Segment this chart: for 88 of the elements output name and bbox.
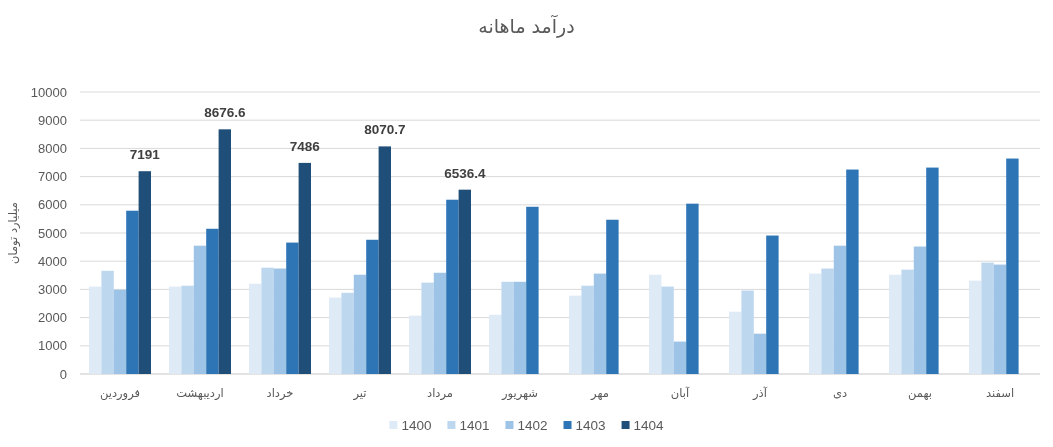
bar (513, 281, 527, 374)
y-tick-label: 0 (59, 366, 67, 382)
data-label: 6536.4 (444, 165, 486, 181)
bar (581, 285, 594, 374)
bar (169, 286, 182, 374)
bar (661, 286, 674, 374)
bar (261, 267, 274, 374)
bar (969, 280, 982, 374)
bar (329, 297, 342, 374)
x-tick-label: فروردین (99, 386, 141, 401)
bar (889, 274, 902, 374)
y-tick-label: 3000 (38, 281, 67, 297)
bar (569, 295, 582, 374)
bar (809, 273, 822, 374)
bar (298, 162, 311, 374)
bar (593, 273, 607, 374)
bar (249, 283, 262, 374)
bar (1006, 158, 1019, 374)
bar (981, 262, 994, 374)
y-tick-label: 6000 (38, 197, 67, 213)
bar (89, 286, 102, 374)
data-label: 8070.7 (364, 122, 406, 138)
bar (433, 272, 447, 374)
bar (673, 341, 687, 374)
bar (286, 242, 299, 374)
bar (138, 171, 151, 374)
y-tick-label: 5000 (38, 225, 67, 241)
data-label: 7191 (129, 147, 161, 163)
x-tick-label: آذر (752, 386, 768, 401)
x-tick-label: دی (832, 386, 848, 400)
bar (526, 206, 539, 374)
bar (606, 219, 619, 374)
y-tick-label: 9000 (38, 112, 67, 128)
bar (501, 281, 514, 374)
bar (926, 167, 939, 374)
y-tick-label: 7000 (38, 169, 67, 185)
bar (458, 189, 471, 374)
x-tick-label: مرداد (427, 386, 453, 401)
x-tick-label: خرداد (266, 386, 294, 401)
data-label: 8676.6 (204, 105, 246, 121)
bar (113, 289, 127, 374)
x-tick-label: تیر (352, 386, 367, 401)
x-tick-label: شهریور (501, 386, 538, 401)
bar (846, 169, 859, 374)
legend-label: 1404 (633, 418, 665, 433)
bar (366, 239, 379, 374)
bar (753, 333, 767, 374)
bar (741, 290, 754, 374)
bar (901, 269, 914, 374)
bar (821, 268, 834, 374)
legend-label: 1401 (459, 418, 490, 433)
x-tick-label: مهر (590, 386, 609, 401)
bar (101, 270, 114, 374)
bar (181, 285, 194, 374)
x-tick-label: اسفند (985, 386, 1015, 400)
legend-label: 1403 (575, 418, 606, 433)
bar (126, 210, 139, 374)
bar (686, 203, 699, 374)
x-tick-label: بهمن (908, 386, 932, 401)
x-tick-label: آبان (670, 386, 690, 400)
bar (729, 311, 742, 374)
bar (993, 264, 1007, 374)
bar (273, 268, 287, 374)
bar (353, 274, 367, 374)
bar (913, 246, 927, 374)
legend-label: 1400 (401, 418, 432, 433)
bar (409, 315, 422, 374)
bar (421, 282, 434, 374)
y-axis-title: میلیارد تومان (6, 202, 21, 264)
bar (446, 199, 459, 374)
data-label: 7486 (289, 138, 321, 154)
chart-title: درآمد ماهانه (478, 14, 575, 38)
bar (649, 274, 662, 374)
x-tick-label: اردیبهشت (176, 386, 224, 401)
y-tick-label: 2000 (38, 310, 67, 326)
bar (766, 235, 779, 374)
bar (218, 129, 231, 374)
y-tick-label: 1000 (38, 338, 67, 354)
bar (341, 292, 354, 374)
y-tick-label: 8000 (38, 140, 67, 156)
bar (206, 228, 219, 374)
legend-label: 1402 (517, 418, 548, 433)
bar (833, 245, 847, 374)
bar (489, 314, 502, 374)
bar (193, 245, 207, 374)
y-tick-label: 10000 (30, 84, 67, 100)
bar (378, 146, 391, 374)
y-tick-label: 4000 (38, 253, 67, 269)
